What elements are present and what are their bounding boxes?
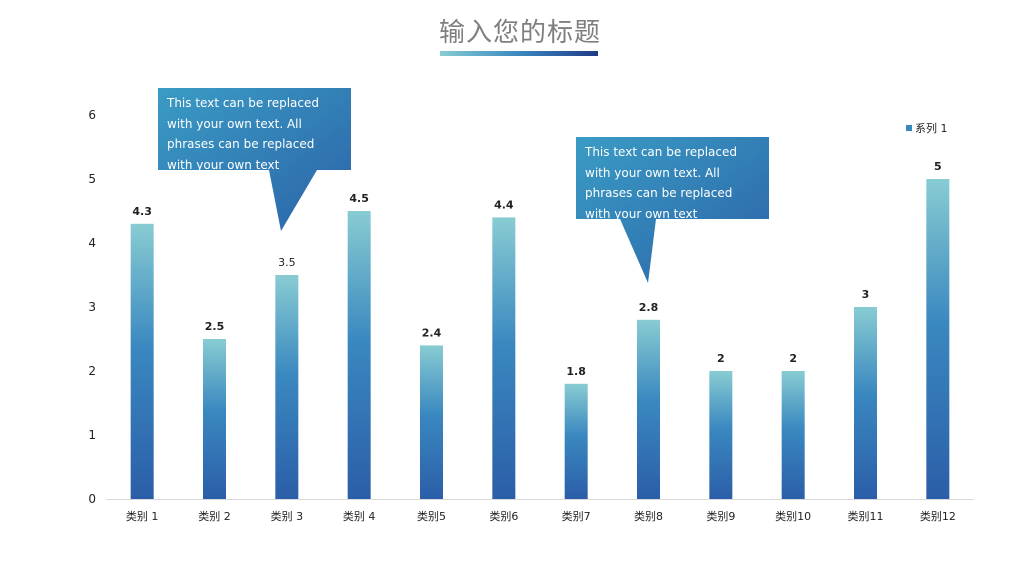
data-label: 4.5 [349, 192, 369, 205]
bar [564, 383, 588, 499]
callout-1-text: This text can be replaced with your own … [167, 96, 319, 172]
callout-2: This text can be replaced with your own … [576, 137, 769, 224]
data-label: 2.5 [205, 320, 225, 333]
legend-swatch [906, 125, 912, 131]
x-tick-label: 类别8 [634, 509, 663, 523]
callout-1: This text can be replaced with your own … [158, 88, 351, 175]
data-label: 2 [789, 352, 797, 365]
x-tick-label: 类别11 [848, 509, 884, 523]
x-tick-label: 类别 2 [198, 509, 231, 523]
data-label: 2 [717, 352, 725, 365]
x-tick-label: 类别 4 [343, 509, 376, 523]
y-tick-label: 5 [88, 172, 96, 186]
x-tick-label: 类别7 [562, 509, 591, 523]
callout-shapes [158, 88, 769, 283]
bar [709, 371, 733, 499]
bar [492, 217, 516, 499]
y-tick-label: 6 [88, 108, 96, 122]
data-label: 3 [862, 288, 870, 301]
x-tick-label: 类别10 [775, 509, 811, 523]
data-label: 2.4 [422, 326, 442, 339]
y-tick-label: 0 [88, 492, 96, 506]
callout-1-shape [158, 88, 351, 231]
x-tick-label: 类别6 [489, 509, 518, 523]
bar [130, 223, 154, 500]
chart-legend: 系列 1 [906, 121, 948, 135]
data-label: 2.8 [639, 301, 659, 314]
bar [275, 275, 299, 499]
data-label: 5 [934, 160, 942, 173]
x-tick-label: 类别5 [417, 509, 446, 523]
callout-2-shape [576, 137, 769, 283]
callout-2-text: This text can be replaced with your own … [585, 145, 737, 221]
x-tick-label: 类别9 [706, 509, 735, 523]
bar [854, 307, 877, 499]
x-tick-label: 类别 1 [126, 509, 159, 523]
bar [420, 345, 443, 499]
data-label: 3.5 [278, 256, 296, 269]
chart-labels: 4.3 类别 1 2.5 类别 2 3.5 类别 3 4.5 类别 4 2.4 类别5 4.4 类别6… [126, 160, 956, 523]
data-label: 4.4 [494, 198, 514, 211]
y-tick-label: 1 [88, 428, 96, 442]
slide-title: 输入您的标题 [438, 17, 601, 47]
chart-bars [130, 179, 950, 500]
x-tick-label: 类别12 [920, 509, 956, 523]
legend-label: 系列 1 [915, 121, 948, 135]
bar [203, 339, 226, 499]
y-tick-label: 2 [88, 364, 96, 378]
data-label: 4.3 [132, 205, 152, 218]
title-underline [440, 51, 598, 56]
chart-axes: 0 1 2 3 4 5 6 [88, 108, 974, 506]
bar [637, 319, 660, 499]
data-label: 1.8 [566, 365, 586, 378]
bar [781, 371, 805, 499]
y-tick-label: 4 [88, 236, 96, 250]
bar [926, 179, 950, 499]
x-tick-label: 类别 3 [271, 509, 304, 523]
bar [347, 211, 371, 499]
y-tick-label: 3 [88, 300, 96, 314]
